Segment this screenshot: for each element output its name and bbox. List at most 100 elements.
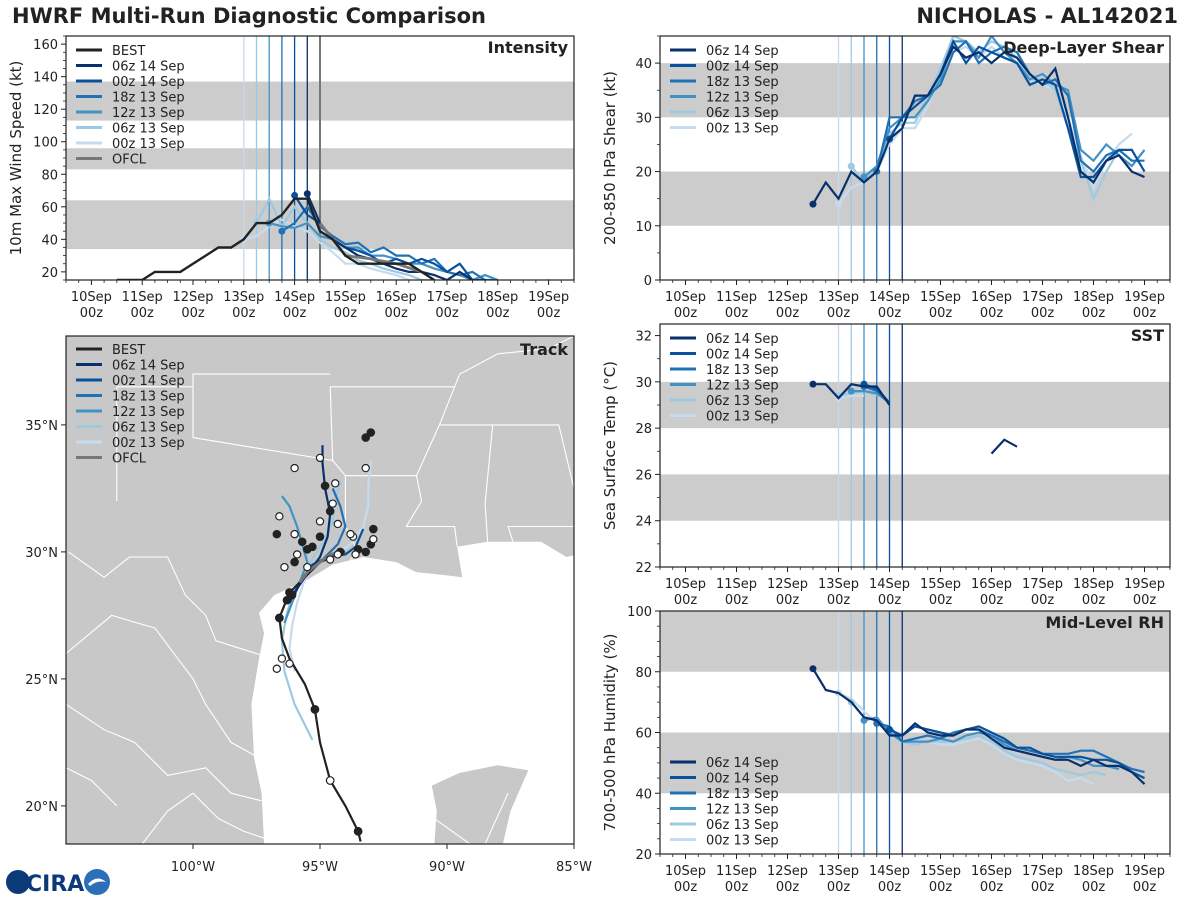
rh-xtick-hour-2: 00z — [776, 880, 800, 895]
shear-ylabel: 200-850 hPa Shear (kt) — [601, 71, 619, 245]
rh-xtick-day-4: 14Sep — [869, 864, 910, 879]
sst-band-1 — [660, 381, 1170, 429]
track-best-marker-3 — [274, 613, 284, 623]
track-marker-filled-13 — [303, 545, 312, 554]
intensity-xtick-day-3: 13Sep — [223, 290, 264, 305]
intensity-xtick-hour-7: 00z — [435, 306, 459, 321]
track-marker-open-9 — [303, 562, 312, 572]
rh-xtick-day-2: 12Sep — [767, 864, 808, 879]
shear-xtick-day-3: 13Sep — [818, 290, 859, 305]
intensity-xtick-day-4: 14Sep — [274, 290, 315, 305]
rh-ytick-label-1: 40 — [635, 787, 652, 802]
shear-legend-label-5: 00z 13 Sep — [706, 122, 779, 137]
rh-xtick-hour-3: 00z — [827, 880, 851, 895]
rh-legend-label-2: 18z 13 Sep — [706, 787, 779, 802]
sst-xtick-day-7: 17Sep — [1022, 577, 1063, 592]
track-border-line-5 — [484, 424, 494, 542]
track-border-line-6 — [439, 424, 574, 542]
sst-ytick-label-5: 32 — [635, 330, 652, 345]
sst-xtick-hour-9: 00z — [1133, 593, 1157, 608]
intensity-legend-label-6: 00z 13 Sep — [112, 137, 185, 152]
track-marker-open-6 — [290, 463, 299, 473]
track-marker-open-14 — [290, 529, 299, 539]
rh-xtick-hour-6: 00z — [980, 880, 1004, 895]
sst-xtick-day-6: 16Sep — [971, 577, 1012, 592]
sst-xtick-hour-7: 00z — [1031, 593, 1055, 608]
rh-ytick-label-3: 80 — [635, 666, 652, 681]
track-marker-open-12 — [351, 550, 360, 559]
track-marker-open-11 — [333, 550, 342, 559]
figure-title: HWRF Multi-Run Diagnostic Comparison — [12, 4, 487, 28]
sst-band-0 — [660, 474, 1170, 521]
sst-xtick-hour-6: 00z — [980, 593, 1004, 608]
track-xtick-label-1: 95°W — [302, 860, 338, 875]
intensity-frame — [65, 35, 575, 281]
rh-series-group — [809, 665, 1146, 786]
intensity-legend-label-5: 06z 13 Sep — [112, 122, 185, 137]
shear-xtick-hour-7: 00z — [1031, 306, 1055, 321]
rh-xtick-hour-4: 00z — [878, 880, 902, 895]
rh-legend-label-4: 06z 13 Sep — [706, 818, 779, 833]
shear-panel-title: Deep-Layer Shear — [1003, 38, 1164, 57]
panels-layer: 2040608010012014016010Sep00z11Sep00z12Se… — [7, 35, 1171, 895]
shear-band-0 — [660, 171, 1170, 226]
sst-xtick-hour-3: 00z — [827, 593, 851, 608]
shear-ytick-label-0: 0 — [644, 274, 652, 289]
rh-series-line-2 — [876, 722, 1145, 774]
rh-series-start-marker-0 — [809, 665, 817, 673]
shear-xtick-hour-3: 00z — [827, 306, 851, 321]
shear-xtick-hour-2: 00z — [776, 306, 800, 321]
intensity-ytick-label-6: 140 — [33, 71, 58, 86]
intensity-xtick-hour-6: 00z — [385, 306, 409, 321]
rh-legend-label-0: 06z 14 Sep — [706, 756, 779, 771]
intensity-best-line — [116, 197, 435, 280]
sst-xtick-day-3: 13Sep — [818, 577, 859, 592]
track-legend-label-3: 18z 13 Sep — [112, 390, 185, 405]
track-border-line-4 — [330, 386, 456, 476]
rh-ytick-label-4: 100 — [627, 605, 652, 620]
track-marker-open-15 — [315, 517, 325, 526]
shear-xtick-day-6: 16Sep — [971, 290, 1012, 305]
intensity-ytick-label-1: 40 — [41, 233, 58, 248]
rh-legend-label-3: 12z 13 Sep — [706, 803, 779, 818]
panel-rh: 2040608010010Sep00z11Sep00z12Sep00z13Sep… — [601, 605, 1171, 895]
intensity-ylabel: 10m Max Wind Speed (kt) — [7, 61, 25, 256]
track-legend-label-7: OFCL — [112, 452, 147, 467]
shear-xtick-day-7: 17Sep — [1022, 290, 1063, 305]
sst-xtick-hour-1: 00z — [725, 593, 749, 608]
track-border-line-16 — [484, 792, 509, 844]
sst-plot-area — [660, 324, 1170, 567]
sst-legend-label-2: 18z 13 Sep — [706, 363, 779, 378]
rh-series-line-4 — [850, 701, 1107, 777]
panel-shear: 01020304010Sep00z11Sep00z12Sep00z13Sep00… — [601, 35, 1171, 321]
intensity-xtick-hour-3: 00z — [232, 306, 256, 321]
rh-xtick-hour-1: 00z — [725, 880, 749, 895]
intensity-xtick-hour-2: 00z — [181, 306, 205, 321]
shear-series-line-5 — [837, 45, 1133, 205]
intensity-legend-label-3: 18z 13 Sep — [112, 91, 185, 106]
track-marker-open-13 — [275, 512, 284, 521]
track-legend-label-6: 00z 13 Sep — [112, 436, 185, 451]
shear-series-start-marker-0 — [809, 200, 817, 208]
rh-xtick-day-1: 11Sep — [716, 864, 757, 879]
rh-xtick-day-7: 17Sep — [1022, 864, 1063, 879]
intensity-xtick-day-5: 15Sep — [325, 290, 366, 305]
shear-legend-label-4: 06z 13 Sep — [706, 106, 779, 121]
intensity-legend-label-7: OFCL — [112, 153, 147, 168]
track-border-line-18 — [192, 373, 331, 387]
intensity-legend-label-4: 12z 13 Sep — [112, 106, 185, 121]
track-ytick-label-1: 25°N — [25, 673, 58, 688]
intensity-xtick-hour-4: 00z — [283, 306, 307, 321]
sst-ytick-label-1: 24 — [635, 515, 652, 530]
intensity-xtick-day-6: 16Sep — [376, 290, 417, 305]
sst-xtick-day-0: 10Sep — [665, 577, 706, 592]
rh-frame — [659, 610, 1171, 855]
panel-intensity: 2040608010012014016010Sep00z11Sep00z12Se… — [7, 35, 575, 321]
track-marker-open-0 — [361, 463, 370, 473]
track-panel-title: Track — [520, 340, 568, 359]
intensity-xtick-day-1: 11Sep — [122, 290, 163, 305]
intensity-ytick-label-7: 160 — [33, 38, 58, 53]
sst-ytick-label-4: 30 — [635, 376, 652, 391]
shear-ytick-label-3: 30 — [635, 111, 652, 126]
track-legend-label-2: 00z 14 Sep — [112, 374, 185, 389]
